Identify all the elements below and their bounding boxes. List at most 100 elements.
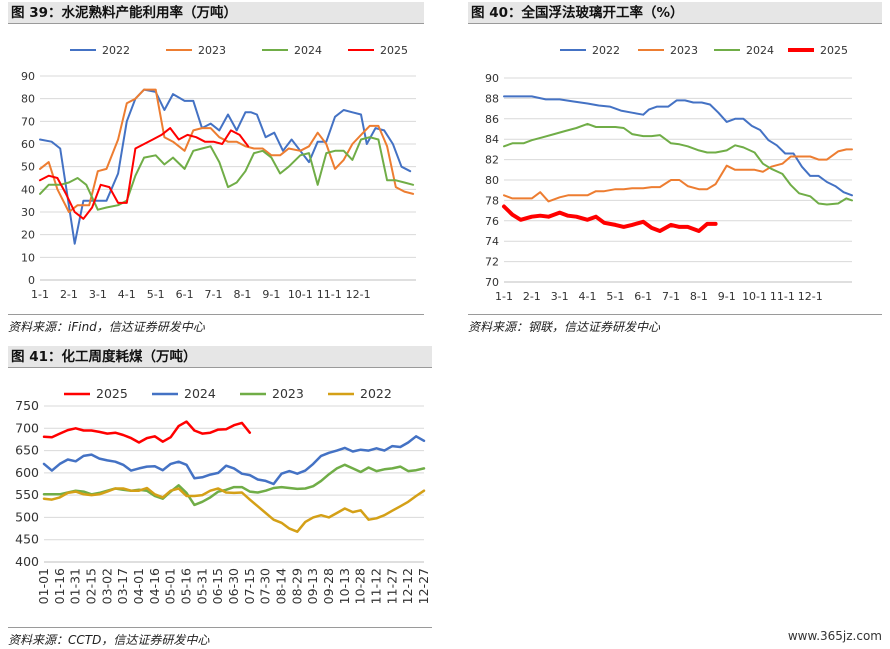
y-tick-label: 550 [15,487,39,502]
x-tick-label: 01-16 [52,568,67,604]
x-tick-label: 11-27 [384,568,399,604]
series-line-2023 [503,148,853,203]
series-line-2022 [503,95,853,197]
chart-source: 资料来源：CCTD，信达证券研发中心 [8,627,432,648]
y-tick-label: 80 [21,93,35,106]
x-tick-label: 11-12 [369,568,384,604]
y-tick-label: 450 [15,532,39,547]
y-tick-label: 74 [485,235,499,248]
x-tick-label: 12-27 [416,568,431,604]
x-tick-label: 07-15 [242,568,257,604]
y-tick-label: 0 [28,274,35,287]
x-tick-label: 4-1 [579,290,597,303]
x-tick-label: 01-31 [68,568,83,604]
x-tick-label: 06-15 [210,568,225,604]
series-line-2023 [39,88,415,213]
x-tick-label: 3-1 [551,290,569,303]
series-line-2024 [39,136,415,211]
x-tick-label: 10-1 [742,290,767,303]
chart-title: 图 39：水泥熟料产能利用率（万吨） [8,2,424,24]
x-tick-label: 03-02 [99,568,114,604]
x-tick-label: 6-1 [176,288,194,301]
x-tick-label: 6-1 [634,290,652,303]
y-tick-label: 500 [15,509,39,524]
x-tick-label: 3-1 [89,288,107,301]
y-tick-label: 88 [485,92,499,105]
y-tick-label: 82 [485,154,499,167]
series-line-2024 [42,435,426,486]
x-tick-label: 2-1 [523,290,541,303]
x-tick-label: 11-1 [317,288,342,301]
x-tick-label: 1-1 [495,290,513,303]
y-tick-label: 600 [15,465,39,480]
legend-label: 2024 [184,386,216,401]
x-tick-label: 09-13 [305,568,320,604]
x-tick-label: 5-1 [606,290,624,303]
x-tick-label: 10-28 [353,568,368,604]
y-tick-label: 40 [21,183,35,196]
line-chart-cement: 0 10 20 30 40 50 60 70 80 90 1-1 2-1 3-1 4-1 5-1 6-1 7-1… [21,44,416,301]
chart-source: 资料来源：iFind，信达证券研发中心 [8,314,424,335]
y-tick-label: 70 [21,115,35,128]
x-tick-label: 10-1 [288,288,313,301]
series-line-2023 [42,463,426,507]
y-tick-label: 20 [21,229,35,242]
x-tick-label: 07-30 [258,568,273,604]
chart-source: 资料来源：钢联，信达证券研发中心 [468,314,882,335]
x-tick-label: 1-1 [31,288,49,301]
series-line-2025 [42,420,252,444]
series-line-2022 [39,88,412,245]
x-tick-label: 04-01 [131,568,146,604]
y-tick-label: 50 [21,161,35,174]
x-tick-label: 12-12 [400,568,415,604]
legend-label: 2024 [294,44,322,57]
series-line-2024 [503,122,853,206]
y-tick-label: 76 [485,215,499,228]
y-tick-label: 70 [485,276,499,289]
y-tick-label: 78 [485,194,499,207]
y-tick-label: 72 [485,256,499,269]
chart-title: 图 40：全国浮法玻璃开工率（%） [468,2,882,24]
x-tick-label: 03-17 [115,568,130,604]
y-tick-label: 90 [485,72,499,85]
chart-title: 图 41：化工周度耗煤（万吨） [8,346,432,368]
y-tick-label: 700 [15,420,39,435]
legend-label: 2022 [592,44,620,57]
x-tick-label: 08-29 [289,568,304,604]
x-tick-label: 05-31 [194,568,209,604]
legend-label: 2024 [746,44,774,57]
x-tick-label: 5-1 [147,288,165,301]
line-chart-glass: 70 72 74 76 78 80 82 84 86 88 90 1-1 2-1 3-1 4-1 5-1 6-1… [485,44,853,303]
y-tick-label: 84 [485,133,499,146]
y-tick-label: 650 [15,443,39,458]
x-tick-label: 08-14 [274,568,289,604]
x-tick-label: 4-1 [118,288,136,301]
y-tick-label: 86 [485,113,499,126]
legend-label: 2025 [820,44,848,57]
x-tick-label: 9-1 [718,290,736,303]
x-tick-label: 9-1 [262,288,280,301]
series-line-2025 [502,204,718,233]
x-tick-label: 7-1 [662,290,680,303]
x-tick-label: 05-01 [163,568,178,604]
legend-label: 2022 [102,44,130,57]
legend-label: 2023 [670,44,698,57]
y-tick-label: 60 [21,138,35,151]
x-tick-label: 06-30 [226,568,241,604]
legend-label: 2023 [272,386,304,401]
x-tick-label: 09-28 [321,568,336,604]
legend-label: 2025 [380,44,408,57]
x-tick-label: 02-15 [84,568,99,604]
x-tick-label: 8-1 [233,288,251,301]
series-line-2022 [42,486,426,533]
x-tick-label: 2-1 [60,288,78,301]
x-tick-label: 01-01 [36,568,51,604]
y-tick-label: 400 [15,554,39,569]
x-tick-label: 7-1 [205,288,223,301]
watermark-text: www.365jz.com [787,629,882,643]
x-tick-label: 8-1 [690,290,708,303]
y-tick-label: 30 [21,206,35,219]
y-tick-label: 90 [21,70,35,83]
x-tick-label: 05-16 [179,568,194,604]
